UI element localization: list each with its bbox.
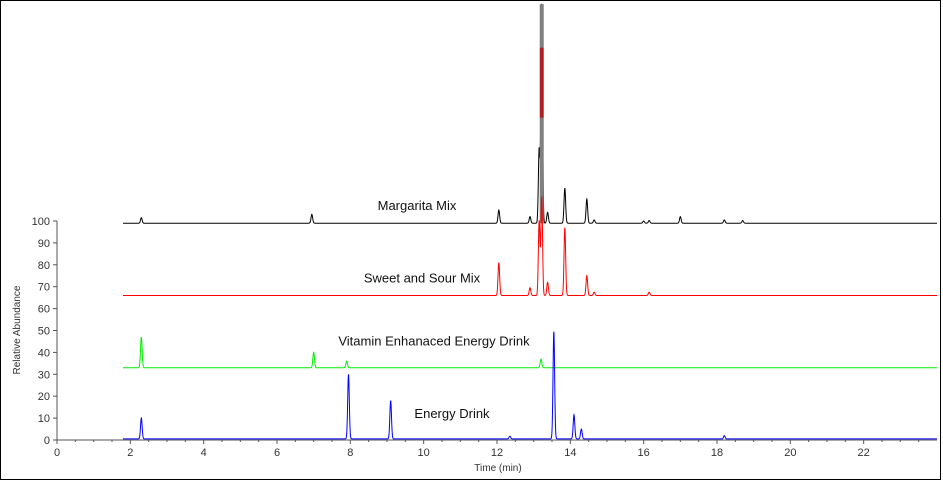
y-tick-label: 40 [38,347,50,359]
trace-label: Sweet and Sour Mix [364,270,481,285]
y-ticks: 0 10 20 30 40 50 60 70 80 90 100 [32,216,57,447]
x-tick-label: 14 [564,447,576,459]
axes: 0 2 4 6 8 10 12 14 16 18 20 22 0 10 20 30 40 50 60 70 80 90 1… [32,216,937,459]
x-tick-label: 2 [127,447,133,459]
y-tick-label: 20 [38,391,50,403]
trace-label: Vitamin Enhanaced Energy Drink [338,334,530,349]
trace-margarita-mix [123,3,937,224]
peak-highlight-red [539,47,544,118]
x-tick-label: 18 [711,447,723,459]
y-tick-label: 80 [38,260,50,272]
peak-highlight-grey-lower [539,117,544,224]
peak-highlight-grey [539,4,544,48]
x-tick-label: 0 [54,447,60,459]
x-tick-label: 12 [491,447,503,459]
x-tick-label: 16 [638,447,650,459]
y-tick-label: 0 [44,435,50,447]
y-tick-label: 30 [38,369,50,381]
x-tick-label: 4 [201,447,207,459]
y-tick-label: 100 [32,216,50,228]
trace-label: Energy Drink [414,406,490,421]
y-tick-label: 60 [38,304,50,316]
y-tick-label: 50 [38,326,50,338]
trace-sweet-and-sour-mix [123,196,937,296]
x-axis-title: Time (min) [474,463,521,474]
trace-labels: Margarita Mix Sweet and Sour Mix Vitamin E… [338,198,530,421]
x-tick-label: 10 [418,447,430,459]
y-tick-label: 70 [38,282,50,294]
x-tick-label: 8 [347,447,353,459]
y-tick-label: 10 [38,413,50,425]
trace-vitamin-enhanaced-energy-drink [123,336,937,369]
trace-label: Margarita Mix [378,198,457,213]
traces [123,3,937,440]
y-tick-label: 90 [38,238,50,250]
x-tick-label: 22 [858,447,870,459]
trace-energy-drink [123,331,937,440]
y-axis-title: Relative Abundance [12,285,23,374]
x-tick-label: 20 [784,447,796,459]
x-ticks: 0 2 4 6 8 10 12 14 16 18 20 22 [54,440,920,459]
x-tick-label: 6 [274,447,280,459]
